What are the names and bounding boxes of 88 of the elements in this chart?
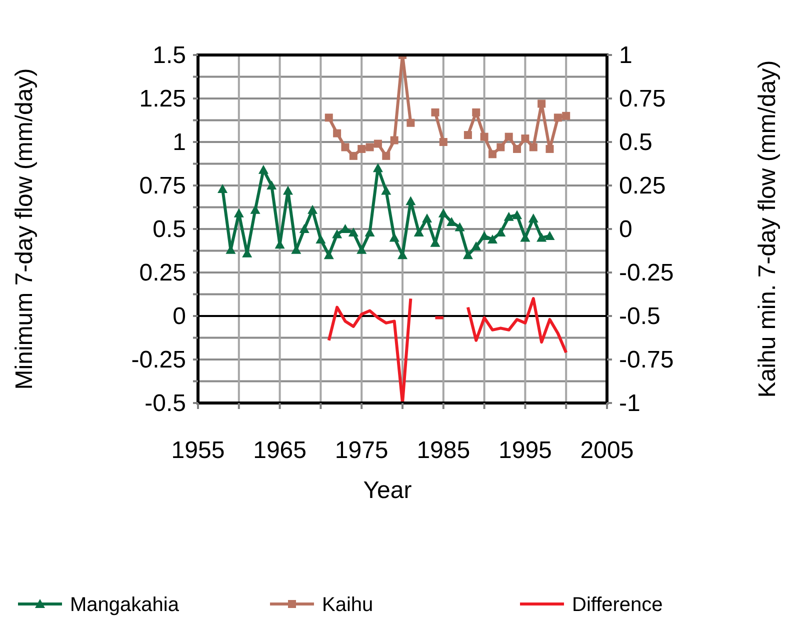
y2-tick-label: 0.5 [619,129,652,156]
y2-tick-label: 0.75 [619,86,666,112]
point [529,143,538,152]
x-tick-label: 1965 [253,437,306,464]
y-tick-label: 0.75 [139,172,186,200]
y-tick-label: -0.25 [131,346,186,374]
y2-tick-label: -0.5 [619,303,660,330]
y-axis-title: Minimum 7-day flow (mm/day) [11,68,38,390]
point [358,144,366,153]
point [332,229,342,238]
legend-label: Difference [572,594,663,616]
point [324,114,333,122]
point [471,241,482,250]
point [546,144,554,153]
point [382,152,390,160]
point [349,152,358,160]
point [464,131,472,140]
point [562,112,570,120]
y2-tick-label: 0 [619,216,632,243]
point [512,210,522,220]
point [513,144,522,153]
point [454,222,465,232]
point [341,143,350,152]
point [536,232,547,242]
y-tick-label: 1.5 [152,42,186,69]
x-tick-label: 1995 [498,437,552,464]
point [422,214,432,223]
point [521,134,530,143]
legend-label: Kaihu [322,594,374,616]
point [266,180,277,190]
point [324,250,334,260]
y-tick-label: 0.25 [139,260,186,286]
point [234,208,244,218]
point [414,227,424,236]
point [308,204,318,214]
point [431,108,440,116]
point [544,230,555,240]
point [218,184,228,193]
point [480,132,488,141]
point [439,138,448,146]
point [389,232,400,242]
point [504,132,513,141]
point [554,114,562,122]
point [488,150,496,158]
point [282,186,293,195]
point [496,143,505,152]
point [406,196,416,206]
point [356,244,367,254]
point [333,129,342,138]
point [374,140,382,148]
x-tick-label: 2005 [580,437,634,464]
y2-tick-label: -0.75 [619,346,674,374]
y2-tick-label: -1 [619,390,640,417]
y-tick-label: 1.25 [139,86,186,112]
point [316,234,326,244]
point [340,224,350,233]
point [372,163,383,172]
legend-label: Mangakahia [70,594,180,616]
y-tick-label: 0 [172,303,186,330]
x-tick-label: 1975 [334,437,388,464]
point [348,227,358,236]
point [496,227,506,236]
point [538,100,546,108]
point [438,208,448,218]
point [504,212,514,221]
x-tick-label: 1985 [416,437,470,464]
point [479,230,490,240]
y2-axis-title: Kaihu min. 7-day flow (mm/day) [754,60,781,398]
y-tick-label: 0.5 [152,216,186,243]
y-tick-label: -0.5 [144,390,186,417]
point [381,186,392,195]
y2-tick-label: -0.25 [619,260,674,286]
y2-tick-label: 0.25 [619,172,666,200]
point [258,164,268,174]
y-tick-label: 1 [172,129,186,156]
point [406,118,415,127]
point [299,224,310,233]
y2-tick-label: 1 [619,42,632,69]
point [528,214,538,223]
x-tick-label: 1955 [171,437,225,464]
x-axis-title: Year [363,477,412,504]
point [250,204,260,214]
point [366,143,374,152]
point [520,232,530,242]
point [462,250,473,260]
point [487,234,498,244]
point [390,136,398,144]
point [472,108,480,116]
